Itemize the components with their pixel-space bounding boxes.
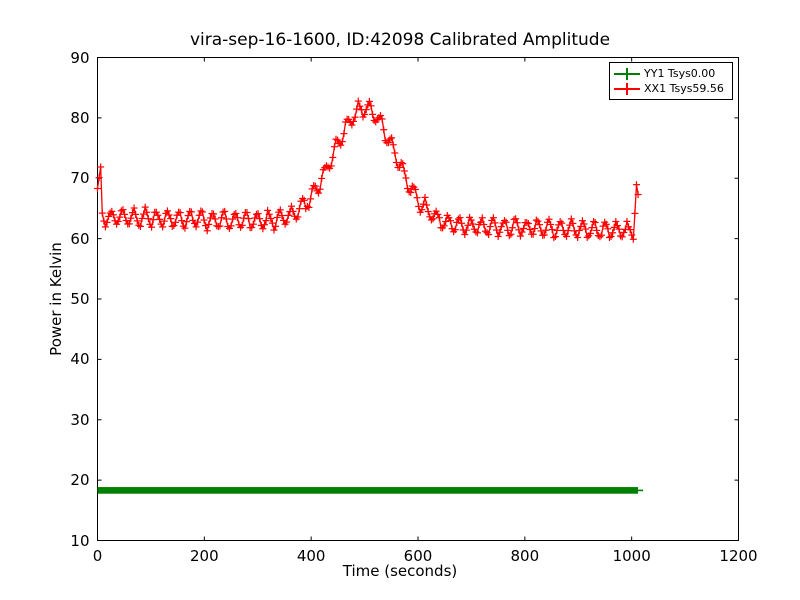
legend-label-yy1: YY1 Tsys0.00: [644, 67, 716, 80]
x-tick-label: 1000: [612, 546, 651, 565]
series-xx1: [94, 97, 642, 243]
y-tick-label: 40: [70, 350, 90, 369]
y-tick-label: 70: [70, 169, 90, 188]
chart-title: vira-sep-16-1600, ID:42098 Calibrated Am…: [189, 30, 611, 50]
legend-entry-yy1: YY1 Tsys0.00: [614, 66, 727, 81]
x-tick-label: 800: [510, 546, 540, 565]
x-tick-label: 200: [190, 546, 219, 565]
legend[interactable]: YY1 Tsys0.00 XX1 Tsys59.56: [609, 62, 733, 100]
y-tick-label: 10: [70, 531, 90, 550]
y-tick-label: 60: [70, 229, 90, 248]
y-tick-label: 30: [70, 410, 90, 429]
y-tick-label: 80: [70, 108, 90, 127]
x-tick-label: 1200: [719, 546, 758, 565]
axes-frame: [97, 57, 739, 541]
x-tick-label: 600: [403, 546, 433, 565]
axis-ticks: [97, 57, 739, 541]
series-yy1: [97, 487, 644, 494]
legend-entry-xx1: XX1 Tsys59.56: [614, 81, 727, 96]
y-tick-label: 90: [70, 48, 90, 67]
legend-label-xx1: XX1 Tsys59.56: [644, 82, 724, 95]
y-tick-label: 20: [70, 471, 90, 490]
x-axis-label: Time (seconds): [342, 562, 458, 580]
y-tick-label: 50: [70, 290, 90, 308]
x-tick-label: 400: [296, 546, 326, 565]
legend-marker-icon-xx1: [614, 82, 640, 96]
x-tick-label: 0: [92, 546, 103, 565]
y-axis-label: Power in Kelvin: [47, 242, 65, 356]
legend-marker-icon-yy1: [614, 67, 640, 81]
